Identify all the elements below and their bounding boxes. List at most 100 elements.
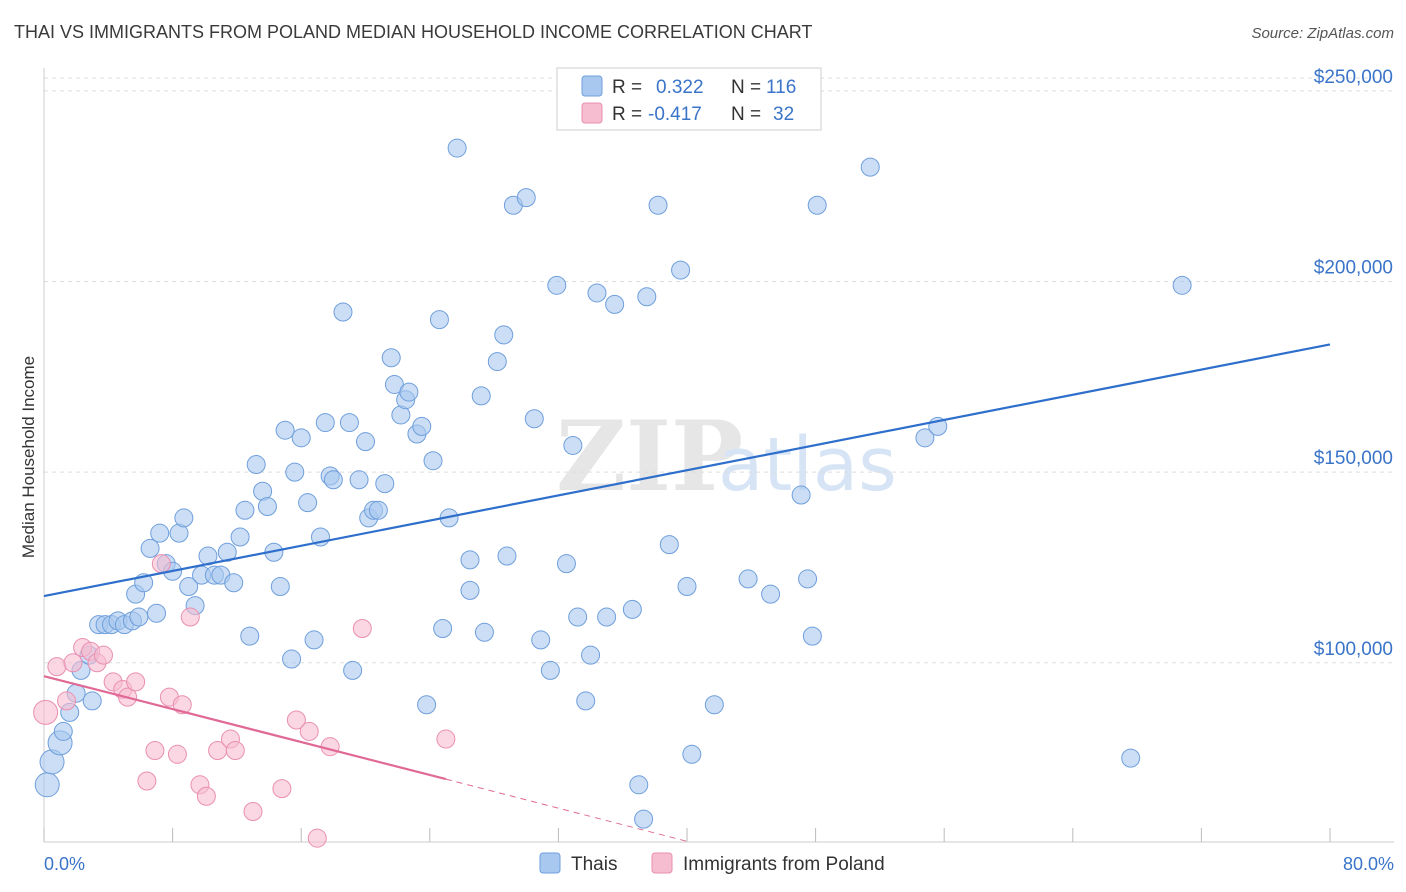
thai-point-64 <box>399 382 419 402</box>
poland-point-16 <box>167 744 187 764</box>
poland-swatch <box>581 102 603 124</box>
thai-point-91 <box>587 283 607 303</box>
thai-point-43 <box>285 462 305 482</box>
thai-point-107 <box>798 569 818 589</box>
thai-point-106 <box>791 485 811 505</box>
thai-point-19 <box>147 603 167 623</box>
gridlines <box>44 77 1394 664</box>
thai-point-93 <box>605 294 625 314</box>
poland-point-11 <box>126 672 146 692</box>
thai-point-85 <box>547 275 567 295</box>
y-axis-tick-labels: $100,000 $150,000 $200,000 $250,000 <box>1314 67 1393 660</box>
thai-point-35 <box>240 626 260 646</box>
thai-point-8 <box>82 691 102 711</box>
thai-point-74 <box>460 580 480 600</box>
poland-point-2 <box>57 691 77 711</box>
thai-point-25 <box>179 577 199 597</box>
thai-point-102 <box>682 744 702 764</box>
thai-n-label: N = <box>731 77 761 98</box>
thai-point-81 <box>516 188 536 208</box>
thai-point-88 <box>568 607 588 627</box>
poland-point-26 <box>286 710 306 730</box>
thai-point-32 <box>224 573 244 593</box>
poland-point-28 <box>307 828 327 848</box>
poland-trend-line-extension <box>445 778 690 843</box>
thai-point-36 <box>246 455 266 475</box>
poland-point-24 <box>243 801 263 821</box>
thai-point-96 <box>637 287 657 307</box>
thai-point-54 <box>349 470 369 490</box>
y-tick-label-0: $100,000 <box>1314 639 1393 660</box>
legend-thais-swatch <box>539 852 561 874</box>
thai-point-95 <box>629 775 649 795</box>
poland-point-30 <box>352 618 372 638</box>
thai-point-75 <box>471 386 491 406</box>
thai-point-69 <box>429 310 449 330</box>
poland-r-value: -0.417 <box>648 104 702 125</box>
thai-point-48 <box>315 413 335 433</box>
thai-point-51 <box>333 302 353 322</box>
thai-point-66 <box>412 416 432 436</box>
watermark: ZIP atlas <box>556 400 897 513</box>
poland-point-0 <box>33 699 59 725</box>
poland-point-17 <box>172 695 192 715</box>
thai-point-42 <box>282 649 302 669</box>
legend-thais-label: Thais <box>571 854 617 875</box>
thai-point-46 <box>304 630 324 650</box>
x-tick-label-max: 80.0% <box>1343 854 1394 874</box>
poland-n-value: 32 <box>773 104 794 125</box>
thai-point-34 <box>235 500 255 520</box>
stats-legend: R = 0.322 N = 116 R = -0.417 N = 32 <box>556 67 822 131</box>
chart-source: Source: ZipAtlas.com <box>1251 25 1394 42</box>
watermark-zip: ZIP <box>556 400 743 513</box>
thai-point-24 <box>174 508 194 528</box>
poland-trend-line <box>43 675 447 781</box>
thai-point-55 <box>356 432 375 452</box>
thai-point-72 <box>447 138 467 158</box>
thai-point-38 <box>257 496 277 516</box>
thai-point-78 <box>494 325 514 345</box>
thai-point-18 <box>140 538 160 558</box>
y-tick-label-2: $200,000 <box>1314 258 1393 279</box>
y-tick-label-1: $150,000 <box>1314 448 1393 469</box>
poland-point-1 <box>47 657 67 677</box>
thai-r-value: 0.322 <box>656 77 704 98</box>
thai-point-83 <box>531 630 551 650</box>
legend-poland-label: Immigrants from Poland <box>683 854 885 875</box>
poland-point-18 <box>180 607 200 627</box>
trend-lines <box>43 343 1331 843</box>
thai-point-99 <box>659 535 679 555</box>
poland-point-12 <box>137 771 157 791</box>
thai-point-110 <box>860 157 880 177</box>
thai-point-111 <box>915 428 935 448</box>
poland-point-13 <box>145 740 165 760</box>
legend-poland-swatch <box>651 852 673 874</box>
thai-point-94 <box>622 599 642 619</box>
poland-point-27 <box>299 721 319 741</box>
thai-point-97 <box>634 809 654 829</box>
thai-point-76 <box>474 622 494 642</box>
bottom-legend: Thais Immigrants from Poland <box>539 852 885 875</box>
thai-point-52 <box>339 413 359 433</box>
poland-point-3 <box>63 653 83 673</box>
thai-point-108 <box>802 626 822 646</box>
thai-point-33 <box>230 527 250 547</box>
thai-point-103 <box>704 695 724 715</box>
thai-point-114 <box>1172 275 1192 295</box>
thai-point-53 <box>343 660 363 680</box>
thai-point-70 <box>433 618 453 638</box>
thai-point-89 <box>576 691 596 711</box>
thai-point-20 <box>150 523 170 543</box>
poland-point-14 <box>151 554 171 574</box>
thai-point-113 <box>1121 748 1141 768</box>
thai-point-105 <box>761 584 781 604</box>
thai-r-label: R = <box>612 77 642 98</box>
thai-point-90 <box>581 645 601 665</box>
thai-point-58 <box>368 500 388 520</box>
thai-point-104 <box>738 569 758 589</box>
poland-point-31 <box>436 729 456 749</box>
thai-point-68 <box>423 451 443 471</box>
thai-point-109 <box>807 195 827 215</box>
thai-point-84 <box>540 660 560 680</box>
